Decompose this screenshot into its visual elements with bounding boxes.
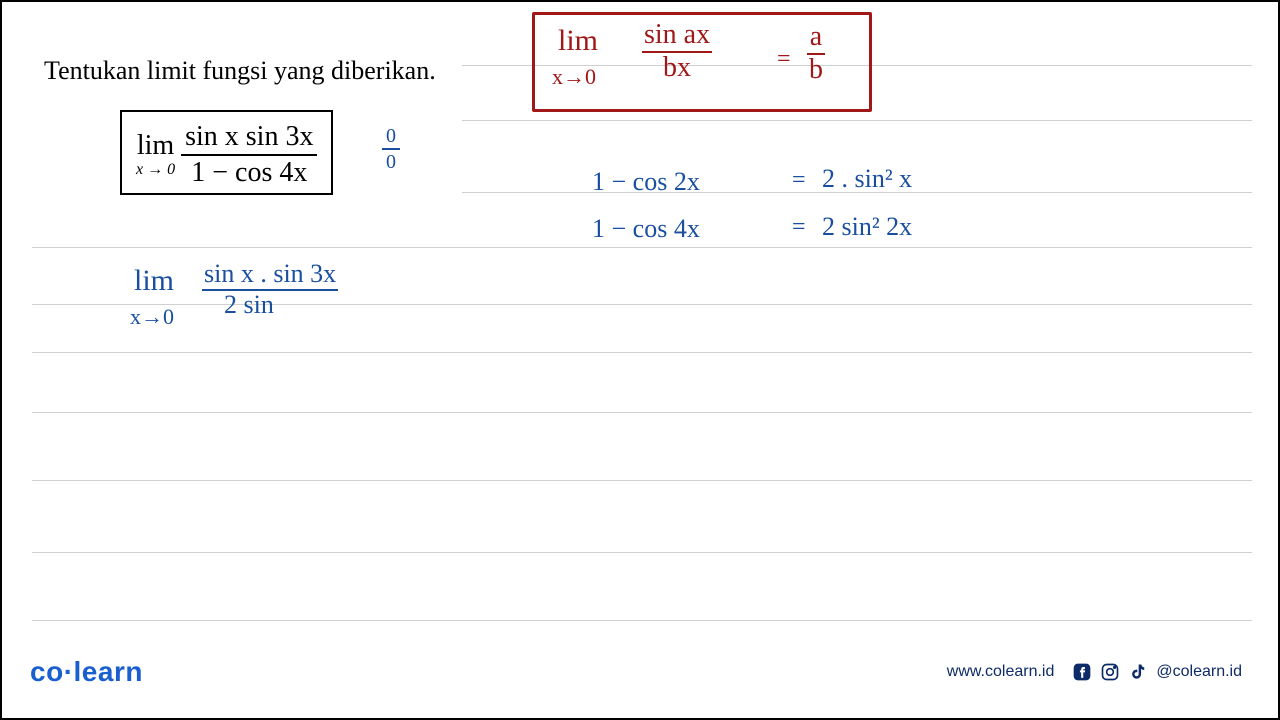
lim-symbol: lim x → 0	[136, 132, 175, 178]
redbox-frac: sin ax bx	[642, 20, 712, 84]
identity-1-eq: =	[792, 167, 806, 194]
brand-logo: co·learn	[30, 656, 143, 688]
work-sub: x→0	[130, 304, 174, 330]
identity-2-eq: =	[792, 214, 806, 241]
tiktok-icon	[1128, 662, 1148, 682]
redbox-eq: =	[777, 46, 791, 73]
work-frac: sin x . sin 3x 2 sin	[202, 260, 338, 319]
identity-2-lhs: 1 − cos 4x	[592, 214, 700, 244]
work-lim: lim	[134, 264, 174, 298]
footer: co·learn www.colearn.id @colearn.id	[2, 656, 1278, 688]
social-handle: @colearn.id	[1156, 663, 1242, 681]
instagram-icon	[1100, 662, 1120, 682]
limit-fraction: sin x sin 3x 1 − cos 4x	[181, 120, 317, 189]
website-url: www.colearn.id	[947, 663, 1055, 681]
facebook-icon	[1072, 662, 1092, 682]
indeterminate-form: 0 0	[382, 124, 400, 174]
social-icons: @colearn.id	[1072, 662, 1242, 682]
identity-2-rhs: 2 sin² 2x	[822, 212, 912, 242]
identity-1-lhs: 1 − cos 2x	[592, 167, 700, 197]
redbox-lim: lim	[558, 24, 598, 58]
redbox-sub: x→0	[552, 64, 596, 90]
identity-1-rhs: 2 . sin² x	[822, 164, 912, 194]
problem-prompt: Tentukan limit fungsi yang diberikan.	[44, 56, 436, 86]
problem-expression-box: lim x → 0 sin x sin 3x 1 − cos 4x	[120, 110, 333, 195]
redbox-rhs: a b	[807, 22, 825, 86]
